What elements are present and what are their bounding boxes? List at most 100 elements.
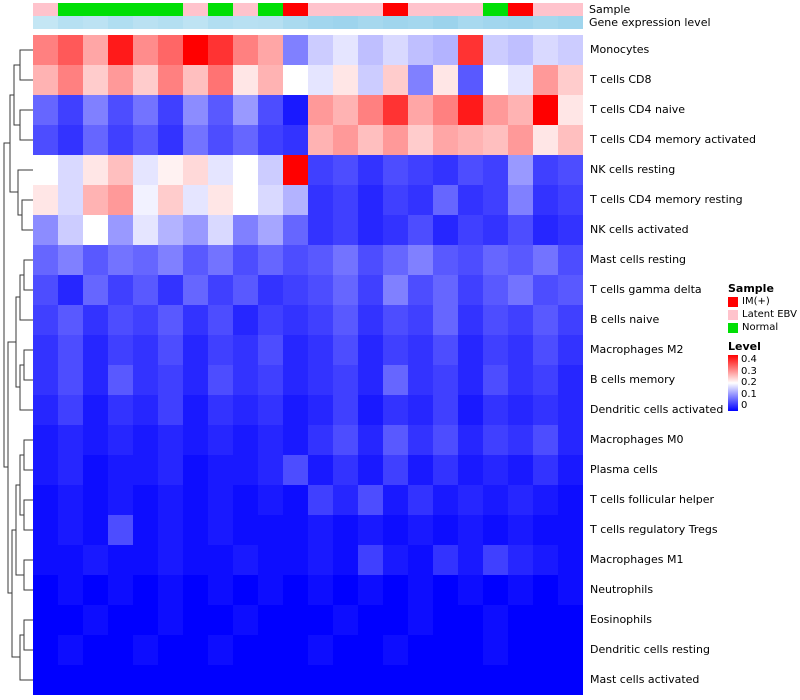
heatmap-cell bbox=[83, 485, 108, 515]
heatmap-cell bbox=[158, 95, 183, 125]
heatmap-cell bbox=[108, 35, 133, 65]
heatmap-cell bbox=[558, 455, 583, 485]
heatmap-cell bbox=[458, 545, 483, 575]
heatmap-cell bbox=[58, 635, 83, 665]
heatmap-cell bbox=[383, 35, 408, 65]
heatmap-cell bbox=[108, 365, 133, 395]
heatmap-cell bbox=[333, 485, 358, 515]
heatmap-cell bbox=[183, 545, 208, 575]
heatmap-cell bbox=[208, 485, 233, 515]
heatmap-cell bbox=[533, 365, 558, 395]
heatmap-cell bbox=[33, 605, 58, 635]
heatmap-cell bbox=[433, 515, 458, 545]
heatmap-cell bbox=[408, 275, 433, 305]
gene-expression-annotation-cell bbox=[133, 16, 158, 29]
heatmap-cell bbox=[208, 35, 233, 65]
sample-annotation-cell bbox=[508, 3, 533, 16]
gene-expression-annotation-cell bbox=[233, 16, 258, 29]
heatmap-cell bbox=[83, 275, 108, 305]
heatmap-cell bbox=[233, 185, 258, 215]
heatmap-cell bbox=[458, 425, 483, 455]
heatmap-cell bbox=[308, 635, 333, 665]
heatmap-cell bbox=[183, 35, 208, 65]
heatmap-cell bbox=[158, 425, 183, 455]
heatmap-cell bbox=[408, 95, 433, 125]
heatmap-cell bbox=[83, 335, 108, 365]
heatmap-cell bbox=[308, 275, 333, 305]
heatmap-cell bbox=[408, 605, 433, 635]
heatmap-cell bbox=[533, 665, 558, 695]
heatmap-cell bbox=[33, 215, 58, 245]
heatmap-cell bbox=[133, 455, 158, 485]
heatmap-cell bbox=[358, 605, 383, 635]
heatmap-cell bbox=[358, 365, 383, 395]
heatmap-cell bbox=[483, 125, 508, 155]
row-label: T cells CD4 naive bbox=[590, 103, 686, 116]
heatmap-cell bbox=[558, 155, 583, 185]
heatmap-cell bbox=[258, 635, 283, 665]
heatmap-cell bbox=[283, 185, 308, 215]
legend-item-im: IM(+) bbox=[728, 296, 797, 308]
heatmap-cell bbox=[483, 95, 508, 125]
heatmap-cell bbox=[458, 275, 483, 305]
row-label: Macrophages M2 bbox=[590, 343, 684, 356]
heatmap-cell bbox=[358, 425, 383, 455]
heatmap-cell bbox=[158, 605, 183, 635]
heatmap-cell bbox=[133, 215, 158, 245]
heatmap-cell bbox=[483, 305, 508, 335]
heatmap-cell bbox=[258, 125, 283, 155]
heatmap-cell bbox=[258, 365, 283, 395]
heatmap-cell bbox=[233, 335, 258, 365]
heatmap-cell bbox=[458, 575, 483, 605]
heatmap-cell bbox=[508, 245, 533, 275]
heatmap-cell bbox=[108, 65, 133, 95]
gene-expression-annotation-label: Gene expression level bbox=[589, 16, 711, 29]
heatmap-cell bbox=[508, 485, 533, 515]
legend-item-label: Normal bbox=[742, 322, 779, 333]
heatmap-cell bbox=[283, 365, 308, 395]
heatmap-cell bbox=[208, 155, 233, 185]
heatmap-cell bbox=[333, 125, 358, 155]
heatmap-cell bbox=[408, 485, 433, 515]
heatmap-cell bbox=[133, 125, 158, 155]
heatmap-cell bbox=[33, 515, 58, 545]
heatmap-cell bbox=[58, 545, 83, 575]
heatmap-cell bbox=[258, 245, 283, 275]
level-gradient-bar bbox=[728, 355, 738, 411]
heatmap-cell bbox=[333, 455, 358, 485]
heatmap-cell bbox=[383, 605, 408, 635]
heatmap-cell bbox=[308, 185, 333, 215]
heatmap-cell bbox=[58, 365, 83, 395]
heatmap-cell bbox=[558, 515, 583, 545]
heatmap-cell bbox=[108, 575, 133, 605]
heatmap-cell bbox=[458, 455, 483, 485]
heatmap-cell bbox=[408, 335, 433, 365]
heatmap-cell bbox=[208, 425, 233, 455]
row-label: Macrophages M1 bbox=[590, 553, 684, 566]
heatmap-cell bbox=[258, 605, 283, 635]
gene-expression-annotation-cell bbox=[483, 16, 508, 29]
heatmap-cell bbox=[283, 485, 308, 515]
heatmap-cell bbox=[208, 245, 233, 275]
heatmap-cell bbox=[408, 425, 433, 455]
heatmap-cell bbox=[433, 365, 458, 395]
heatmap-cell bbox=[458, 305, 483, 335]
heatmap-cell bbox=[33, 395, 58, 425]
heatmap-cell bbox=[33, 665, 58, 695]
heatmap-cell bbox=[383, 125, 408, 155]
heatmap-cell bbox=[283, 305, 308, 335]
heatmap-cell bbox=[58, 275, 83, 305]
heatmap-cell bbox=[283, 335, 308, 365]
heatmap-cell bbox=[533, 275, 558, 305]
heatmap-cell bbox=[108, 515, 133, 545]
heatmap-cell bbox=[308, 665, 333, 695]
heatmap-cell bbox=[108, 395, 133, 425]
heatmap-cell bbox=[133, 485, 158, 515]
heatmap-cell bbox=[533, 455, 558, 485]
row-label: NK cells activated bbox=[590, 223, 689, 236]
heatmap-cell bbox=[158, 155, 183, 185]
sample-annotation-cell bbox=[83, 3, 108, 16]
heatmap-cell bbox=[58, 245, 83, 275]
heatmap-cell bbox=[208, 365, 233, 395]
heatmap-cell bbox=[83, 125, 108, 155]
